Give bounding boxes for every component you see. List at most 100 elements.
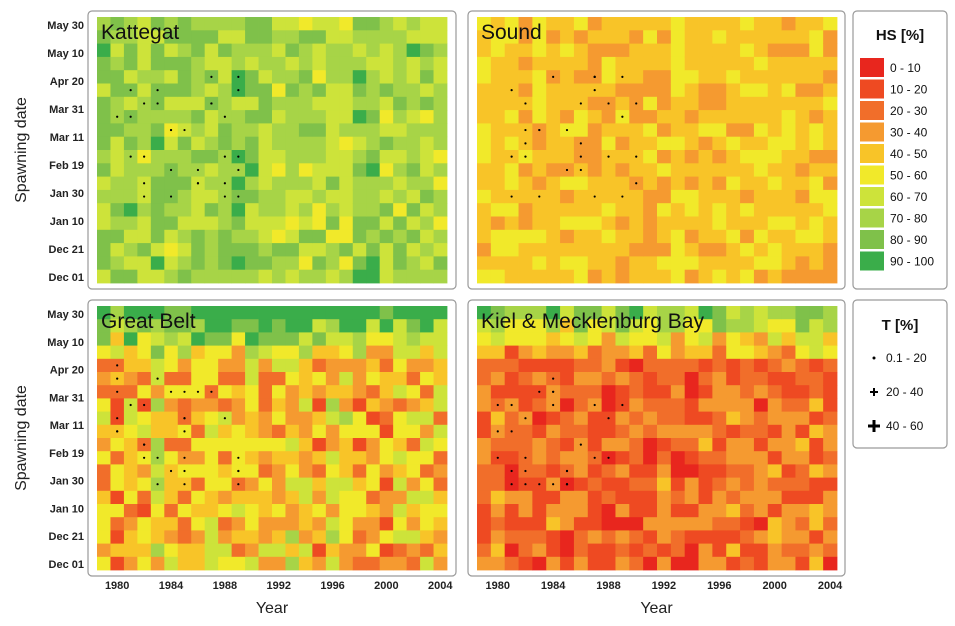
heatmap-cell xyxy=(285,176,300,191)
heatmap-cell xyxy=(420,464,434,478)
heatmap-cell xyxy=(191,358,206,373)
transport-dot xyxy=(116,417,119,420)
heatmap-cell xyxy=(204,490,219,505)
heatmap-cell xyxy=(285,306,300,320)
heatmap-cell xyxy=(823,203,838,217)
heatmap-cell xyxy=(191,306,206,320)
heatmap-cell xyxy=(643,477,658,492)
heatmap-cell xyxy=(740,438,755,452)
heatmap-cell xyxy=(218,216,233,231)
transport-dot xyxy=(183,469,186,473)
heatmap-cell xyxy=(352,345,367,360)
heatmap-cell xyxy=(712,56,727,71)
heatmap-cell xyxy=(325,464,340,478)
heatmap-cell xyxy=(587,332,603,346)
heatmap-cell xyxy=(477,306,492,320)
heatmap-cell xyxy=(352,110,367,124)
heatmap-cell xyxy=(258,530,273,544)
heatmap-cell xyxy=(231,490,246,505)
heatmap-cell xyxy=(339,517,354,531)
heatmap-cell xyxy=(352,216,367,231)
heatmap-cell xyxy=(352,411,367,426)
heatmap-cell xyxy=(781,438,796,452)
heatmap-cell xyxy=(753,43,769,58)
heatmap-cell xyxy=(532,163,547,177)
heatmap-cell xyxy=(420,543,434,558)
hs-legend-swatch xyxy=(860,187,884,206)
heatmap-cell xyxy=(164,30,179,44)
heatmap-cell xyxy=(110,269,125,284)
heatmap-cell xyxy=(123,332,138,346)
heatmap-cell xyxy=(532,269,547,284)
heatmap-cell xyxy=(298,83,313,98)
heatmap-cell xyxy=(823,17,838,31)
transport-dot xyxy=(510,430,513,433)
heatmap-cell xyxy=(325,451,340,465)
heatmap-cell xyxy=(298,96,313,111)
heatmap-cell xyxy=(753,243,769,257)
heatmap-cell xyxy=(560,438,575,452)
heatmap-cell xyxy=(406,424,421,439)
heatmap-cell xyxy=(767,203,783,217)
heatmap-cell xyxy=(740,176,755,191)
heatmap-cell xyxy=(137,490,152,505)
heatmap-cell xyxy=(532,30,547,44)
heatmap-cell xyxy=(809,83,824,98)
heatmap-cell xyxy=(164,543,179,558)
heatmap-cell xyxy=(110,17,125,31)
heatmap-cell xyxy=(164,110,179,124)
heatmap-cell xyxy=(767,438,783,452)
heatmap-cell xyxy=(615,176,630,191)
heatmap-cell xyxy=(560,176,575,191)
heatmap-cell xyxy=(629,229,644,244)
heatmap-cell xyxy=(137,345,152,360)
heatmap-cell xyxy=(601,517,616,531)
heatmap-cell xyxy=(740,43,755,58)
heatmap-cell xyxy=(97,70,111,84)
heatmap-cell xyxy=(795,176,810,191)
heatmap-cell xyxy=(406,358,421,373)
heatmap-cell xyxy=(406,398,421,412)
heatmap-cell xyxy=(490,176,506,191)
heatmap-cell xyxy=(325,319,340,333)
heatmap-cell xyxy=(490,229,506,244)
heatmap-cell xyxy=(809,96,824,111)
heatmap-cell xyxy=(325,438,340,452)
heatmap-cell xyxy=(587,163,603,177)
heatmap-cell xyxy=(258,319,273,333)
transport-dot xyxy=(565,128,569,132)
heatmap-cell xyxy=(218,517,233,531)
heatmap-cell xyxy=(218,17,233,31)
heatmap-cell xyxy=(823,30,838,44)
heatmap-cell xyxy=(573,424,589,439)
heatmap-cell xyxy=(312,372,327,386)
heatmap-cell xyxy=(684,203,699,217)
heatmap-cell xyxy=(477,411,492,426)
heatmap-cell xyxy=(767,269,783,284)
heatmap-cell xyxy=(601,163,616,177)
heatmap-cell xyxy=(352,269,367,284)
heatmap-cell xyxy=(312,424,327,439)
heatmap-cell xyxy=(477,136,492,151)
heatmap-cell xyxy=(823,438,838,452)
heatmap-cell xyxy=(490,83,506,98)
heatmap-cell xyxy=(298,203,313,217)
heatmap-cell xyxy=(393,477,408,492)
heatmap-cell xyxy=(573,83,589,98)
heatmap-cell xyxy=(231,203,246,217)
heatmap-cell xyxy=(546,203,561,217)
heatmap-cell xyxy=(245,372,259,386)
heatmap-cell xyxy=(204,163,219,177)
heatmap-cell xyxy=(573,269,589,284)
heatmap-cell xyxy=(97,176,111,191)
heatmap-cell xyxy=(433,451,448,465)
heatmap-cell xyxy=(560,150,575,164)
heatmap-cell xyxy=(285,411,300,426)
heatmap-cell xyxy=(379,517,394,531)
heatmap-cell xyxy=(532,530,547,544)
heatmap-cell xyxy=(712,243,727,257)
heatmap-cell xyxy=(767,256,783,271)
heatmap-cell xyxy=(352,358,367,373)
x-tick-label: 2004 xyxy=(428,580,453,592)
heatmap-cell xyxy=(712,556,727,571)
